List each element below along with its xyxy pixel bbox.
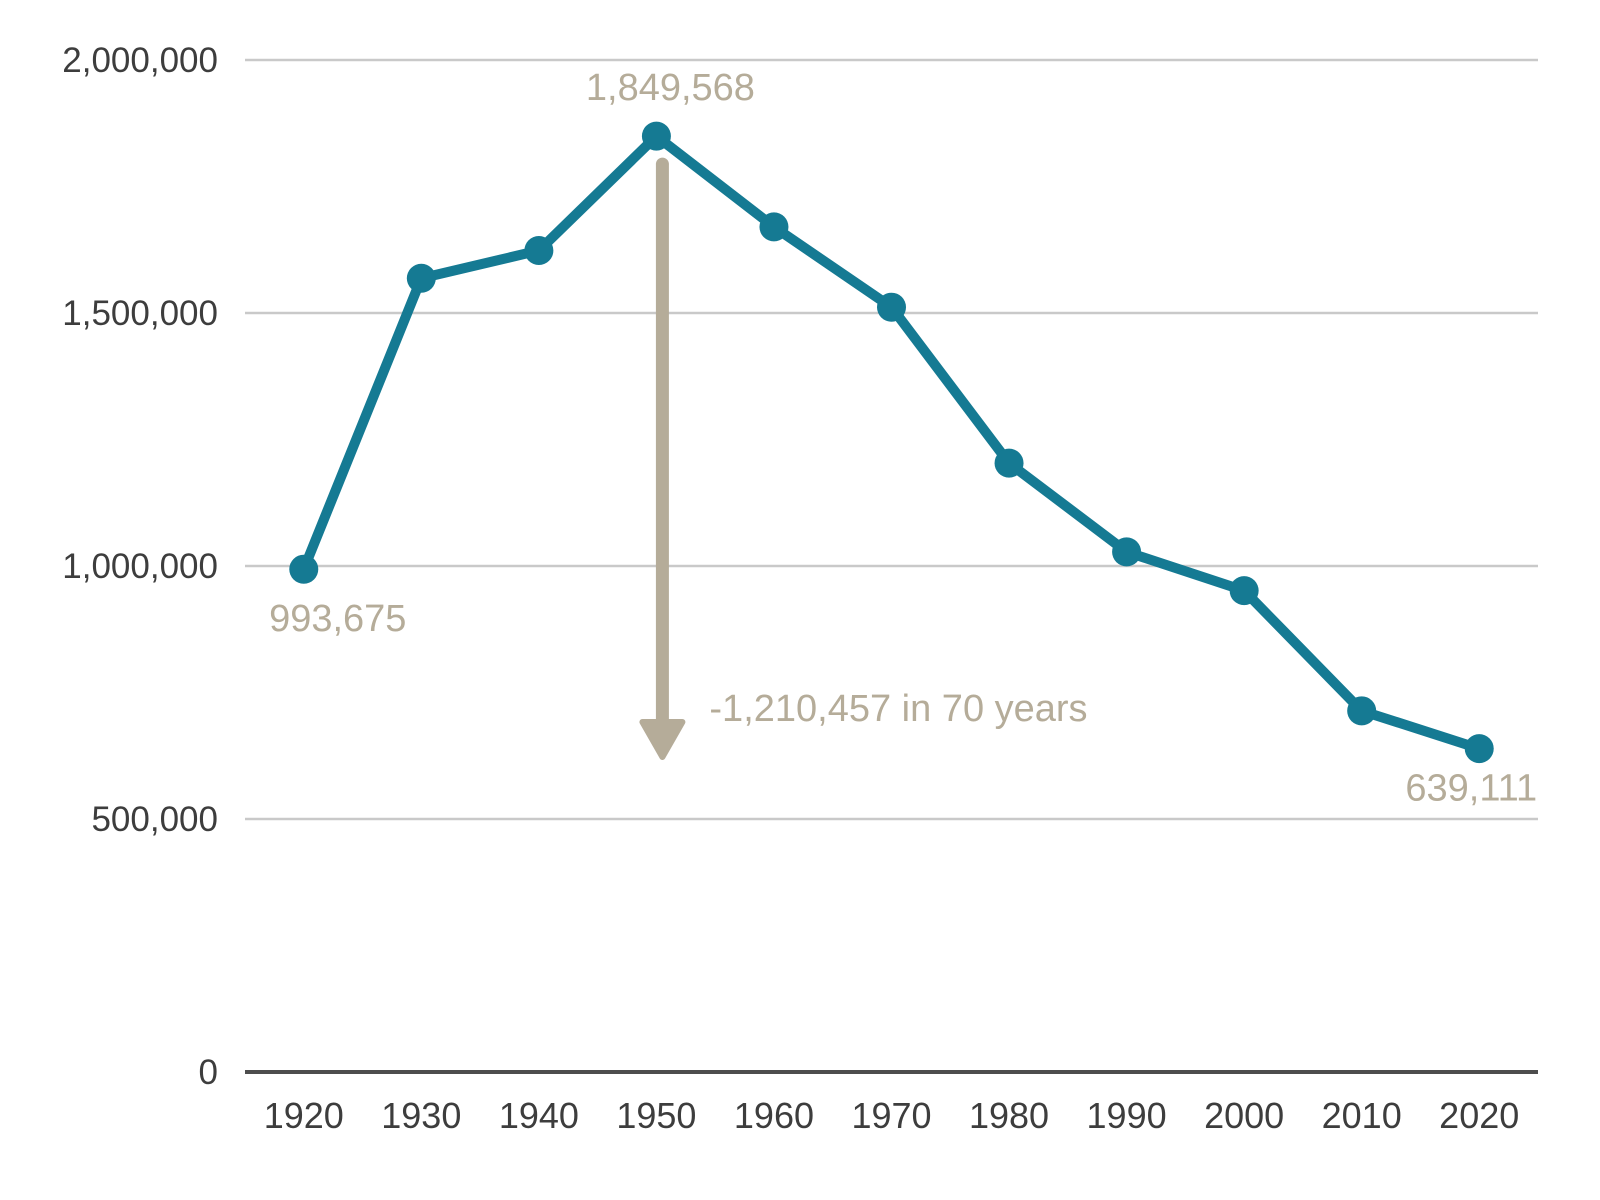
data-point: [994, 448, 1024, 478]
data-point: [406, 263, 436, 293]
x-tick-label: 2020: [1439, 1095, 1519, 1136]
data-point: [877, 292, 906, 322]
annotation-arrow-head-icon: [639, 719, 686, 760]
data-point-label: 993,675: [269, 598, 406, 640]
x-tick-label: 1990: [1087, 1095, 1167, 1136]
x-tick-label: 1940: [499, 1095, 579, 1136]
x-tick-label: 1960: [734, 1095, 814, 1136]
x-tick-label: 1920: [264, 1095, 344, 1136]
y-tick-label: 1,000,000: [62, 547, 218, 586]
y-tick-label: 1,500,000: [62, 294, 218, 333]
data-point-label: 639,111: [1405, 768, 1537, 810]
x-tick-label: 1980: [969, 1095, 1049, 1136]
data-point: [759, 212, 789, 242]
data-point: [524, 236, 554, 266]
trend-line: [298, 131, 1485, 754]
x-tick-label: 1930: [381, 1095, 461, 1136]
data-point: [289, 554, 319, 584]
data-point: [1112, 537, 1142, 567]
data-point: [1229, 576, 1259, 606]
data-point: [1464, 734, 1494, 764]
x-tick-label: 1950: [616, 1095, 696, 1136]
y-tick-label: 0: [199, 1053, 218, 1092]
data-point-label: 1,849,568: [586, 67, 755, 109]
data-point: [1347, 696, 1377, 726]
x-tick-label: 2000: [1204, 1095, 1284, 1136]
y-tick-label: 500,000: [91, 800, 218, 839]
data-point: [641, 121, 671, 151]
x-tick-label: 1970: [851, 1095, 931, 1136]
annotation-text: -1,210,457 in 70 years: [709, 688, 1087, 730]
y-tick-label: 2,000,000: [62, 41, 218, 80]
x-tick-label: 2010: [1322, 1095, 1402, 1136]
